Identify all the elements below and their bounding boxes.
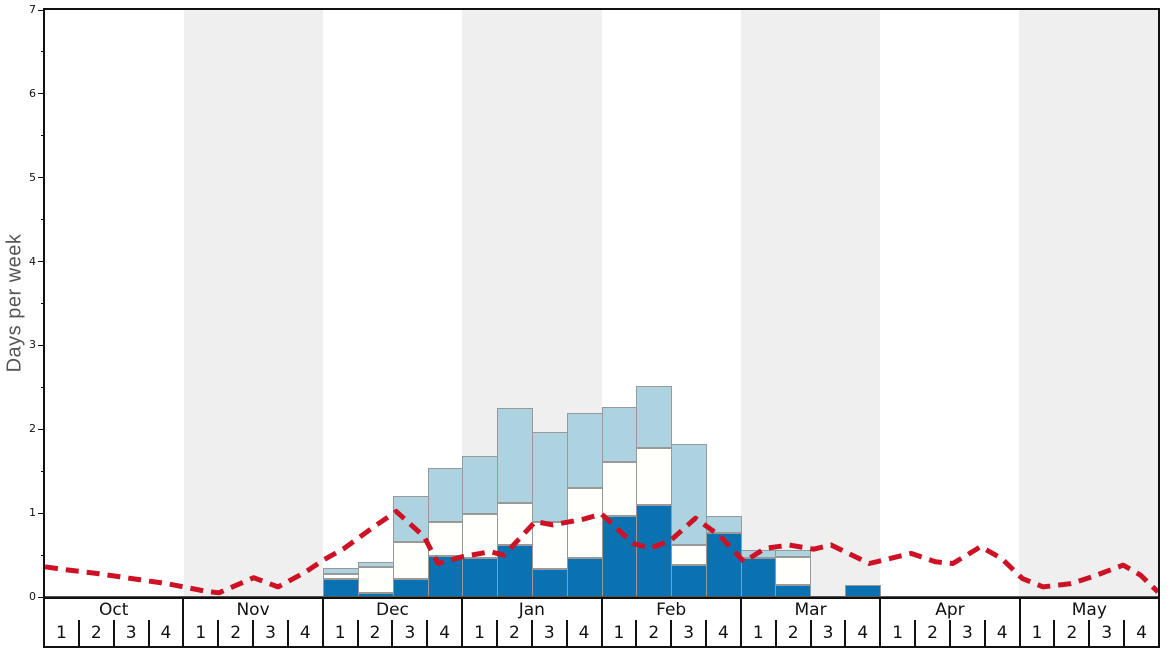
bar-segment-white-days: [601, 461, 638, 517]
plot-area: [44, 10, 1160, 597]
week-cell: 2: [356, 620, 392, 646]
month-cell-may: May: [1018, 599, 1158, 620]
y-tick-label: 1: [29, 506, 36, 520]
bar-segment-light-blue-days: [775, 550, 812, 557]
week-cell: 4: [705, 620, 740, 646]
bar-segment-white-days: [775, 556, 812, 586]
y-tick-label: 7: [29, 3, 36, 16]
week-cell: 4: [844, 620, 879, 646]
week-cell: 3: [809, 620, 845, 646]
bar-segment-light-blue-days: [671, 444, 707, 545]
y-tick-label: 0: [29, 590, 36, 603]
week-cell: 2: [1053, 620, 1088, 646]
bar-segment-white-days: [462, 513, 499, 558]
month-cell-mar: Mar: [739, 599, 879, 620]
y-major-tick: [38, 428, 45, 430]
week-cell: 1: [56, 623, 67, 643]
y-tick-label: 6: [29, 86, 36, 100]
week-cell: 2: [914, 620, 949, 646]
week-cell: 4: [983, 620, 1019, 646]
bar-segment-white-days: [358, 566, 394, 593]
y-tick-label: 5: [29, 170, 36, 184]
bar-segment-light-blue-days: [462, 456, 499, 514]
week-cell: 3: [948, 620, 984, 646]
month-shading-band: [1018, 10, 1158, 597]
week-cell: 1: [739, 620, 775, 646]
y-tick-label: 3: [29, 338, 36, 352]
week-cell: 1: [182, 620, 217, 646]
month-shading-band: [184, 10, 324, 597]
y-tick-label: 2: [29, 422, 36, 436]
y-major-tick: [38, 261, 45, 263]
y-axis: 0 1 2 3 4 5 6 7: [0, 3, 45, 603]
month-shading-band: [740, 10, 880, 597]
red-dashed-line: [44, 509, 1160, 596]
bar-segment-dark-blue-days: [531, 569, 568, 597]
week-cell: 4: [286, 620, 322, 646]
week-cell: 1: [600, 620, 636, 646]
plot-border-top: [43, 8, 1160, 10]
bar-segment-white-days: [531, 521, 568, 570]
y-tick-label: 4: [29, 254, 36, 268]
bar-segment-light-blue-days: [636, 385, 673, 448]
week-cell: 3: [391, 620, 426, 646]
x-axis-zero-line: [45, 596, 1158, 597]
week-cell: 1: [461, 620, 496, 646]
week-cell: 3: [252, 620, 287, 646]
week-cell: 2: [774, 620, 810, 646]
month-cell-apr: Apr: [879, 599, 1018, 620]
month-row: Oct Nov Dec Jan Feb Mar Apr May: [43, 597, 1160, 622]
y-major-tick: [38, 93, 45, 95]
bar-segment-light-blue-days: [566, 413, 603, 488]
month-cell-feb: Feb: [600, 599, 740, 620]
week-cell: 1: [879, 620, 914, 646]
y-major-tick: [38, 596, 45, 598]
week-cell: 2: [217, 620, 252, 646]
month-cell-oct: Oct: [98, 599, 129, 620]
bar-segment-white-days: [392, 542, 429, 579]
week-cell: 3: [1088, 620, 1123, 646]
plot-border-right: [1158, 8, 1160, 597]
month-cell-nov: Nov: [182, 599, 321, 620]
bar-segment-dark-blue-days: [427, 555, 464, 597]
week-cell: 4: [565, 620, 601, 646]
week-cell: 2: [635, 620, 670, 646]
week-cell: 2: [495, 620, 531, 646]
bar-segment-light-blue-days: [427, 467, 464, 522]
bar-segment-dark-blue-days: [636, 504, 673, 597]
month-cell-dec: Dec: [321, 599, 461, 620]
week-cell: 3: [670, 620, 705, 646]
bar-segment-light-blue-days: [392, 496, 429, 543]
bar-segment-light-blue-days: [531, 431, 568, 522]
week-cell: 4: [147, 620, 183, 646]
y-major-tick: [38, 512, 45, 514]
month-cell-jan: Jan: [461, 599, 600, 620]
y-major-tick: [38, 177, 45, 179]
bar-segment-light-blue-days: [497, 408, 533, 504]
week-cell: 3: [112, 620, 148, 646]
y-major-tick: [38, 344, 45, 346]
week-cell: 2: [77, 620, 113, 646]
y-major-tick: [38, 9, 45, 11]
bar-segment-light-blue-days: [601, 407, 638, 462]
week-cell: 1: [321, 620, 357, 646]
week-cell: 4: [426, 620, 461, 646]
week-cell: 4: [1123, 620, 1158, 646]
week-cell: 1: [1018, 620, 1054, 646]
plot-border-left: [43, 8, 45, 597]
week-cell: 3: [530, 620, 566, 646]
